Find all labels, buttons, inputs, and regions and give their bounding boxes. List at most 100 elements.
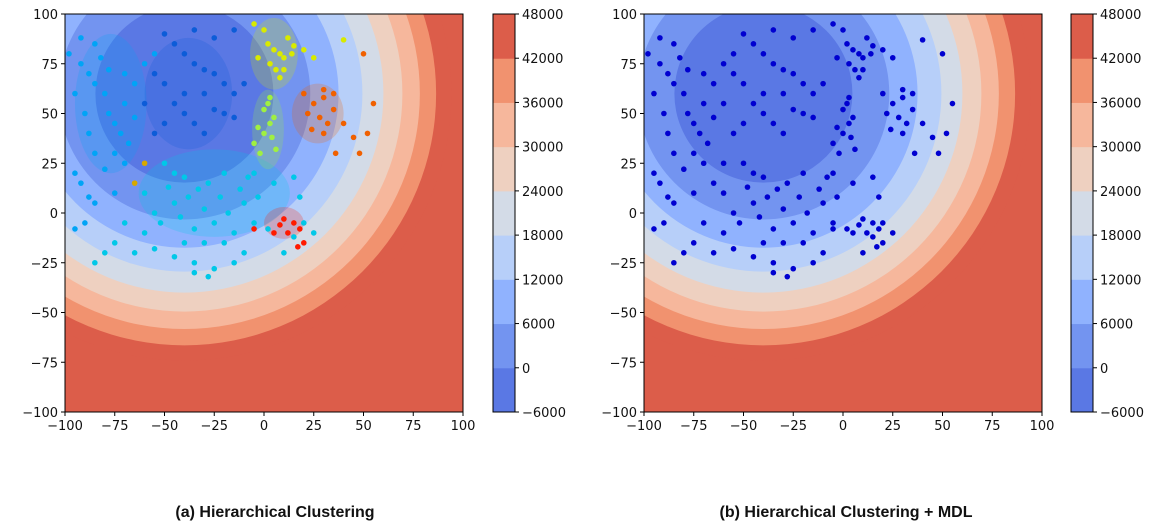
colorbar-band (493, 146, 515, 192)
data-point (185, 194, 192, 200)
data-point (171, 41, 178, 47)
data-point (291, 234, 297, 240)
data-point (657, 180, 663, 186)
data-point (191, 27, 198, 33)
colorbar-band (1071, 190, 1093, 236)
data-point (780, 66, 787, 73)
data-point (255, 194, 261, 200)
data-point (301, 240, 307, 246)
colorbar-band (493, 14, 515, 59)
data-point (790, 35, 797, 41)
x-tick-label: 0 (839, 419, 847, 434)
data-point (265, 100, 271, 107)
data-point (271, 114, 277, 121)
data-point (201, 240, 208, 246)
data-point (844, 226, 850, 232)
data-point (760, 174, 767, 180)
data-point (271, 180, 277, 186)
data-point (121, 100, 128, 107)
data-point (265, 226, 271, 232)
data-point (82, 110, 88, 117)
data-point (201, 90, 208, 97)
colorbar-tick-label: 24000 (522, 185, 563, 200)
data-point (332, 150, 339, 157)
data-point (72, 226, 78, 232)
data-point (810, 114, 816, 121)
data-point (231, 27, 237, 33)
data-point (730, 51, 737, 57)
data-point (350, 134, 357, 141)
data-point (820, 200, 826, 206)
data-point (102, 166, 108, 173)
y-tick-label: −100 (601, 406, 637, 421)
data-point (911, 150, 918, 157)
data-point (211, 70, 218, 77)
data-point (696, 130, 703, 137)
data-point (261, 130, 267, 137)
data-point (231, 114, 237, 121)
x-tick-label: 50 (934, 419, 951, 434)
y-tick-label: −100 (22, 406, 58, 421)
data-point (840, 27, 846, 33)
colorbar-tick-label: 6000 (1100, 318, 1133, 333)
data-point (273, 66, 279, 73)
colorbar-tick-label: −6000 (522, 406, 566, 421)
data-point (770, 259, 777, 266)
data-point (211, 265, 218, 272)
data-point (665, 130, 671, 137)
colorbar-band (493, 235, 515, 280)
data-point (681, 90, 687, 97)
data-point (661, 110, 667, 117)
data-point (800, 110, 806, 117)
data-point (92, 259, 98, 266)
colorbar-band (493, 190, 515, 236)
data-point (301, 220, 307, 226)
colorbar-tick-label: −6000 (1100, 406, 1144, 421)
data-point (770, 27, 777, 33)
data-point (277, 51, 283, 57)
data-point (78, 180, 84, 186)
data-point (241, 200, 247, 206)
data-point (774, 186, 781, 192)
cluster-ellipse (250, 17, 298, 90)
data-point (810, 90, 816, 97)
colorbar-tick-label: 24000 (1100, 185, 1141, 200)
data-point (320, 130, 327, 137)
data-point (370, 100, 377, 107)
data-point (255, 54, 261, 61)
data-point (876, 226, 882, 232)
y-tick-label: −50 (31, 307, 58, 322)
data-point (889, 230, 896, 236)
colorbar-band (493, 58, 515, 103)
data-point (730, 210, 737, 216)
data-point (949, 100, 956, 107)
colorbar-band (1071, 367, 1093, 413)
y-tick-label: 75 (41, 58, 58, 73)
data-point (677, 54, 683, 61)
data-point (221, 110, 227, 117)
y-tick-label: −75 (610, 356, 637, 371)
data-point (191, 269, 198, 276)
data-point (770, 269, 777, 276)
cluster-ellipse (291, 83, 344, 144)
data-point (310, 230, 317, 236)
x-tick-label: −75 (101, 419, 128, 434)
colorbar-tick-label: 30000 (522, 141, 563, 156)
data-point (756, 214, 763, 220)
data-point (285, 35, 291, 41)
data-point (324, 120, 331, 127)
data-point (131, 80, 138, 87)
data-point (830, 140, 836, 147)
colorbar-tick-label: 42000 (522, 52, 563, 67)
y-tick-label: 50 (620, 108, 637, 123)
data-point (846, 94, 852, 101)
data-point (860, 66, 866, 73)
data-point (681, 250, 687, 256)
data-point (860, 250, 866, 256)
data-point (72, 90, 78, 97)
data-point (850, 180, 856, 186)
data-point (840, 130, 846, 137)
data-point (301, 90, 307, 97)
data-point (876, 194, 882, 200)
data-point (740, 31, 747, 37)
